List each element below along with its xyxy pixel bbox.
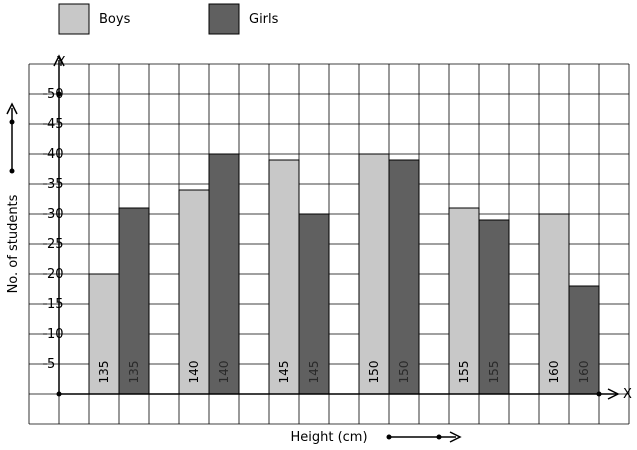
- category-label-boys-155: 155: [457, 361, 471, 384]
- y-tick-label-10: 10: [47, 327, 64, 342]
- bar-girls-155: [478, 219, 510, 395]
- y-tick-label-35: 35: [47, 177, 64, 192]
- bar-girls-150: [388, 159, 420, 395]
- axis-labels: Y X No. of students Height (cm): [6, 55, 632, 445]
- category-label-girls-135: 135: [127, 361, 141, 384]
- legend-swatch-boys: [58, 3, 90, 35]
- category-label-girls-160: 160: [577, 361, 591, 384]
- category-label-boys-135: 135: [97, 361, 111, 384]
- y-tick-label-50: 50: [47, 87, 64, 102]
- y-tick-label-45: 45: [47, 117, 64, 132]
- bar-girls-140: [208, 153, 240, 395]
- category-label-girls-155: 155: [487, 361, 501, 384]
- bar-boys-150: [358, 153, 390, 395]
- bar-girls-135: [118, 207, 150, 395]
- origin-dot: [56, 391, 62, 397]
- y-tick-label-15: 15: [47, 297, 64, 312]
- category-label-boys-140: 140: [187, 361, 201, 384]
- x-axis-arrow: [607, 388, 620, 400]
- y-tick-label-20: 20: [47, 267, 64, 282]
- axes: [53, 54, 620, 400]
- category-label-boys-150: 150: [367, 361, 381, 384]
- x-title-arrow-dot-start: [386, 434, 392, 440]
- y-axis-title: No. of students: [6, 194, 21, 293]
- x-title-arrow-dot-mid: [436, 434, 442, 440]
- bar-boys-145: [268, 159, 300, 395]
- category-label-boys-145: 145: [277, 361, 291, 384]
- x-title-arrow-head: [449, 431, 462, 443]
- category-label-girls-140: 140: [217, 361, 231, 384]
- bar-boys-155: [448, 207, 480, 395]
- legend-label-boys: Boys: [99, 12, 131, 27]
- y-title-arrow-dot-start: [9, 168, 15, 174]
- category-label-girls-145: 145: [307, 361, 321, 384]
- category-label-boys-160: 160: [547, 361, 561, 384]
- bars: 135 135 140 140 145 145 150 150 155 155 160 160: [88, 153, 600, 395]
- category-label-girls-150: 150: [397, 361, 411, 384]
- legend-swatch-girls: [208, 3, 240, 35]
- x-axis-title: Height (cm): [290, 430, 367, 445]
- y-axis-letter: Y: [56, 55, 65, 70]
- legend-label-girls: Girls: [249, 12, 279, 27]
- x-axis-dot: [596, 391, 602, 397]
- bar-boys-135: [88, 273, 120, 395]
- y-tick-label-25: 25: [47, 237, 64, 252]
- bar-girls-160: [568, 285, 600, 395]
- y-axis-arrow: [53, 54, 65, 67]
- y-title-arrow-dot-mid: [9, 119, 15, 125]
- y-tick-label-40: 40: [47, 147, 64, 162]
- y-tick-label-5: 5: [47, 357, 55, 372]
- y-tick-label-30: 30: [47, 207, 64, 222]
- y-title-arrow-head: [6, 102, 18, 115]
- legend: Boys Girls: [58, 3, 279, 35]
- y-tick-labels: 5 10 15 20 25 30 35 40 45 50: [43, 87, 64, 372]
- y-axis-dot: [56, 91, 62, 97]
- x-axis-letter: X: [623, 387, 632, 402]
- bar-boys-160: [538, 213, 570, 395]
